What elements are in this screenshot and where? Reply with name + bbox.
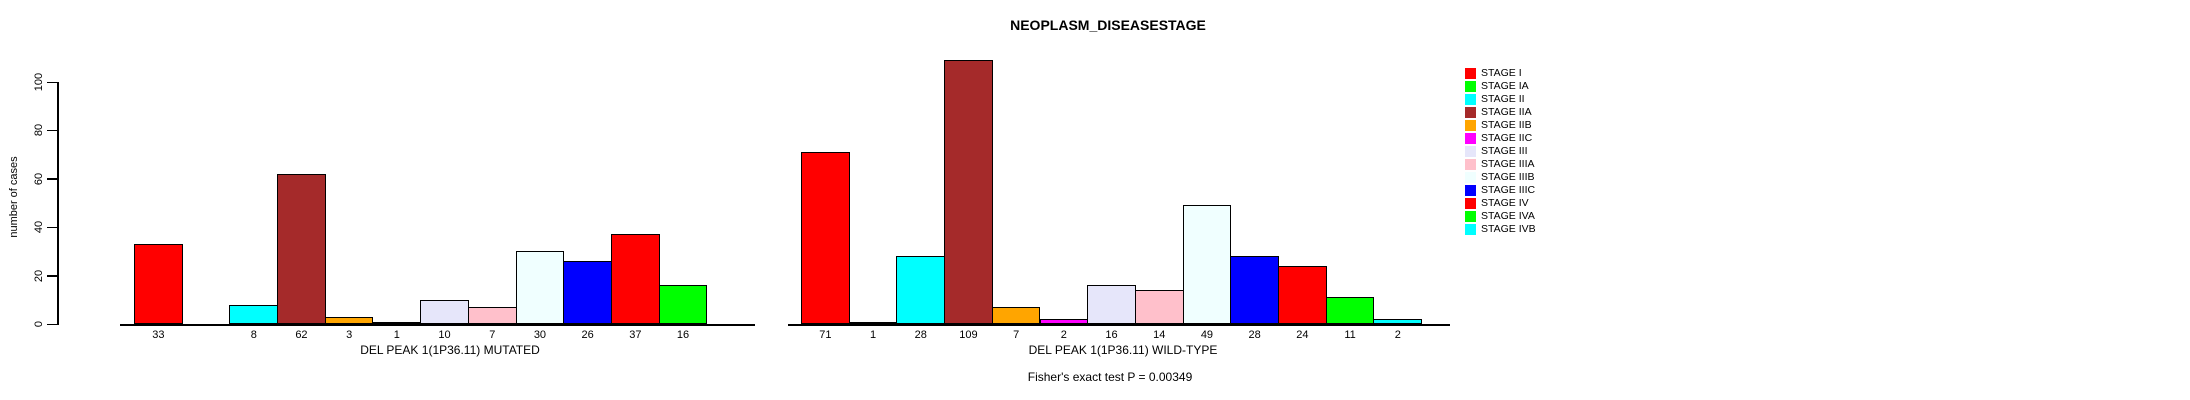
bar — [1325, 297, 1375, 324]
legend-swatch — [1465, 94, 1476, 105]
bar — [801, 152, 850, 324]
bar-value-label: 24 — [1296, 329, 1309, 341]
y-tick — [47, 81, 57, 83]
legend-item-label: STAGE IIC — [1481, 132, 1533, 144]
bar — [848, 322, 898, 324]
legend-swatch — [1465, 159, 1476, 170]
chart-title: NEOPLASM_DISEASESTAGE — [1010, 17, 1206, 33]
y-axis-line — [57, 82, 59, 325]
bar-value-label: 37 — [629, 329, 642, 341]
bar-value-label: 33 — [152, 329, 165, 341]
bar-value-label: 30 — [533, 329, 547, 341]
y-tick-label: 20 — [33, 269, 45, 282]
legend-item-label: STAGE IIIB — [1481, 171, 1535, 183]
bar-value-label: 71 — [819, 329, 832, 341]
legend-item-label: STAGE IIB — [1481, 119, 1532, 131]
bar — [896, 256, 946, 324]
bar — [229, 305, 279, 324]
legend-swatch — [1465, 120, 1476, 131]
legend-item-label: STAGE IVB — [1481, 223, 1536, 235]
bar — [420, 300, 469, 324]
legend-swatch — [1465, 146, 1476, 157]
bar-value-label: 2 — [1394, 329, 1401, 341]
bar — [563, 261, 612, 324]
legend-item-label: STAGE III — [1481, 145, 1528, 157]
bar-value-label: 1 — [869, 329, 877, 341]
bar — [944, 60, 993, 324]
bar — [372, 322, 422, 324]
legend-swatch — [1465, 133, 1476, 144]
legend-item-label: STAGE IIA — [1481, 106, 1532, 118]
bar-value-label: 14 — [1153, 329, 1166, 341]
fisher-test-text: Fisher's exact test P = 0.00349 — [1027, 370, 1193, 384]
x-axis-label-mutated: DEL PEAK 1(1P36.11) MUTATED — [360, 343, 540, 357]
legend-item-label: STAGE I — [1481, 67, 1522, 79]
bar — [658, 285, 708, 324]
legend-swatch — [1465, 198, 1476, 209]
bar-value-label: 16 — [676, 329, 690, 341]
bar-value-label: 16 — [1105, 329, 1118, 341]
bar-value-label: 1 — [393, 329, 400, 341]
x-axis-label-wildtype: DEL PEAK 1(1P36.11) WILD-TYPE — [1028, 343, 1218, 357]
bar — [467, 307, 517, 324]
legend-item-label: STAGE IVA — [1481, 210, 1535, 222]
legend-swatch — [1465, 172, 1476, 183]
bar-value-label: 28 — [1248, 329, 1261, 341]
legend-swatch — [1465, 107, 1476, 118]
bar — [1087, 285, 1136, 324]
x-axis-line-left — [120, 324, 755, 326]
y-tick-label: 0 — [33, 320, 45, 328]
y-tick — [47, 129, 57, 132]
bar-value-label: 7 — [1013, 329, 1020, 341]
bar-value-label: 49 — [1200, 329, 1214, 341]
y-tick — [47, 275, 57, 277]
bar-value-label: 11 — [1344, 329, 1356, 341]
legend-swatch — [1465, 224, 1476, 235]
legend-swatch — [1465, 81, 1476, 92]
bar — [324, 317, 374, 324]
y-tick — [47, 226, 57, 229]
legend-item-label: STAGE IV — [1481, 197, 1529, 209]
bar — [1373, 319, 1423, 324]
y-tick — [47, 178, 57, 180]
bar — [1278, 266, 1327, 324]
bar — [1230, 256, 1279, 324]
bar-value-label: 109 — [959, 329, 978, 341]
bar — [1039, 319, 1089, 324]
legend-item-label: STAGE IA — [1481, 80, 1529, 92]
bar-value-label: 3 — [346, 329, 353, 341]
y-tick-label: 100 — [33, 72, 45, 92]
bar-value-label: 26 — [581, 329, 594, 341]
bar-value-label: 28 — [914, 329, 927, 341]
legend-item-label: STAGE II — [1481, 93, 1525, 105]
bar-value-label: 2 — [1060, 329, 1067, 341]
bar-value-label: 8 — [250, 329, 257, 341]
y-tick-label: 40 — [33, 221, 45, 234]
bar — [1134, 290, 1184, 324]
y-axis-title: number of cases — [8, 156, 20, 238]
legend-swatch — [1465, 68, 1476, 79]
bar — [1182, 205, 1232, 324]
x-axis-line-right — [788, 324, 1450, 326]
bar-value-label: 62 — [295, 329, 308, 341]
bar-value-label: 10 — [438, 329, 451, 341]
bar — [277, 174, 326, 324]
bar — [991, 307, 1041, 324]
legend-swatch — [1465, 185, 1476, 196]
y-tick — [47, 323, 57, 325]
bar — [611, 234, 660, 324]
legend-swatch — [1465, 211, 1476, 222]
bar — [134, 244, 183, 324]
bar-value-label: 7 — [489, 329, 496, 341]
legend-item-label: STAGE IIIC — [1481, 184, 1536, 196]
y-tick-label: 60 — [33, 172, 45, 185]
bar — [515, 251, 565, 324]
legend-item-label: STAGE IIIA — [1481, 158, 1535, 170]
y-tick-label: 80 — [33, 124, 45, 137]
